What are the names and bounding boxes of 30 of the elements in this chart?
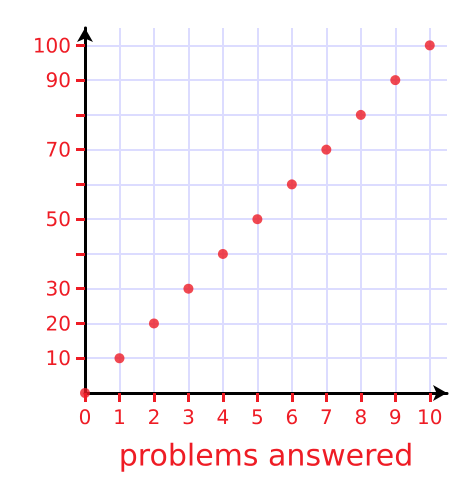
- y-tick-label: 10: [46, 346, 71, 370]
- y-tick-label: 90: [46, 68, 71, 92]
- point: [148, 318, 159, 328]
- x-tick-label: 2: [148, 405, 160, 429]
- x-tick-label: 7: [320, 405, 333, 429]
- y-tick-label: 20: [46, 311, 71, 336]
- x-tick-label: 4: [216, 405, 230, 429]
- x-tick-label: 6: [285, 405, 298, 429]
- y-tick-label: 100: [32, 33, 71, 58]
- x-axis-title: problems answered: [118, 438, 414, 474]
- point: [80, 388, 90, 398]
- x-tick-label: 1: [113, 405, 126, 429]
- x-tick-label: 9: [388, 405, 402, 429]
- point: [424, 40, 435, 50]
- point: [390, 75, 400, 86]
- y-tick-label: 50: [46, 207, 71, 232]
- point: [114, 353, 124, 364]
- x-tick-label: 3: [182, 405, 195, 429]
- x-tick-label: 0: [78, 405, 92, 429]
- x-tick-label: 5: [251, 405, 264, 429]
- x-tick-label: 10: [417, 405, 442, 429]
- point: [356, 110, 366, 120]
- point: [218, 248, 228, 259]
- y-tick-label: 30: [46, 276, 71, 301]
- y-tick-label: 70: [46, 138, 71, 162]
- point: [183, 284, 194, 294]
- point: [286, 179, 297, 190]
- x-tick-label: 8: [354, 405, 368, 429]
- point: [321, 144, 332, 155]
- point: [252, 214, 262, 224]
